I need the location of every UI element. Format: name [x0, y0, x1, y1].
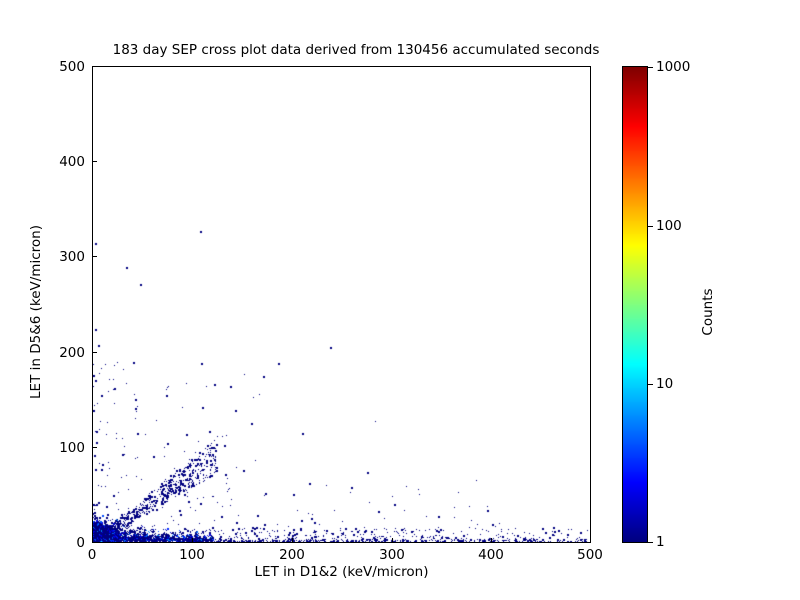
- colorbar-tick-mark-1000: [648, 67, 653, 69]
- x-tick-label-500: 500: [577, 547, 603, 563]
- x-tick-mark-0: [92, 538, 94, 543]
- colorbar-tick-mark-100: [648, 226, 653, 228]
- colorbar-tick-label-10: 10: [656, 376, 674, 392]
- y-axis-label: LET in D5&6 (keV/micron): [28, 225, 44, 399]
- y-tick-mark-400: [92, 161, 97, 163]
- x-tick-mark-300: [392, 538, 394, 543]
- y-tick-label-0: 0: [76, 535, 85, 551]
- y-tick-label-200: 200: [59, 345, 85, 361]
- x-tick-mark-100: [192, 538, 194, 543]
- x-tick-label-0: 0: [87, 547, 97, 563]
- x-tick-label-100: 100: [179, 547, 205, 563]
- y-tick-mark-500: [92, 66, 97, 68]
- plot-title-line-1: 183 day SEP cross plot data derived from…: [112, 42, 600, 58]
- x-tick-mark-400: [491, 538, 493, 543]
- plot-area: [92, 66, 591, 543]
- x-axis-label: LET in D1&2 (keV/micron): [254, 564, 429, 580]
- y-tick-mark-100: [92, 447, 97, 449]
- y-tick-mark-0: [92, 542, 97, 544]
- colorbar-tick-mark-1: [648, 542, 653, 544]
- colorbar-tick-mark-10: [648, 384, 653, 386]
- y-tick-label-100: 100: [59, 440, 85, 456]
- x-tick-label-300: 300: [379, 547, 405, 563]
- colorbar-gradient: [623, 67, 647, 542]
- x-tick-label-400: 400: [478, 547, 504, 563]
- x-tick-label-200: 200: [279, 547, 305, 563]
- scatter-heatmap: [93, 67, 590, 542]
- colorbar: [622, 66, 648, 543]
- colorbar-label: Counts: [700, 288, 716, 336]
- y-tick-mark-300: [92, 256, 97, 258]
- colorbar-tick-label-1000: 1000: [656, 59, 691, 75]
- colorbar-tick-label-100: 100: [656, 218, 682, 234]
- x-tick-mark-500: [590, 538, 592, 543]
- colorbar-tick-label-1: 1: [656, 534, 665, 550]
- x-tick-mark-200: [292, 538, 294, 543]
- y-tick-label-500: 500: [59, 59, 85, 75]
- y-tick-label-400: 400: [59, 154, 85, 170]
- y-tick-mark-200: [92, 352, 97, 354]
- y-tick-label-300: 300: [59, 249, 85, 265]
